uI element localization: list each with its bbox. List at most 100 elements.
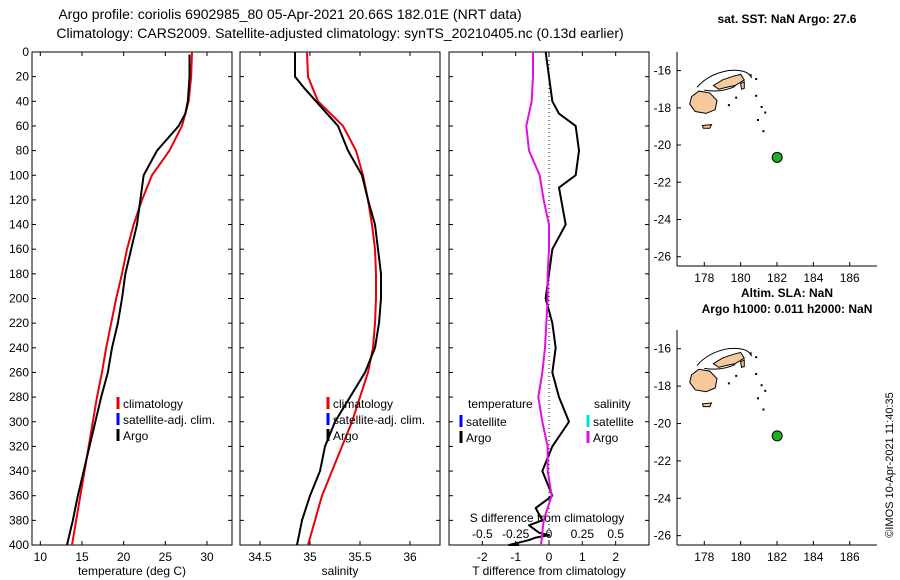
kadavu-island [701,402,713,408]
differences-x-tick-label: 1 [579,550,586,564]
small-island [749,74,752,77]
map_sst-x-tick-label: 182 [767,271,787,285]
small-island [762,408,765,411]
salinity-legend-entry: climatology [333,397,393,411]
temperature-x-tick-label: 30 [200,550,214,564]
salinity-climatology-line [306,51,377,546]
map_sla-y-tick-label: -18 [654,379,672,393]
map_sla-x-tick-label: 184 [803,550,823,564]
legend-salinity-heading: salinity [594,397,631,411]
salinity-x-tick-label: 35 [303,550,317,564]
small-island [755,78,758,81]
map_sla-x-tick-label: 178 [694,550,714,564]
depth-tick-label: 40 [16,94,30,108]
depth-tick-label: 200 [9,292,29,306]
map_sla-x-tick-label: 186 [840,550,860,564]
legend-temperature-heading: temperature [468,397,533,411]
map_sla-y-tick-label: -20 [654,416,672,430]
depth-tick-label: 60 [16,119,30,133]
figure-title-line1: Argo profile: coriolis 6902985_80 05-Apr… [58,6,521,22]
kadavu-island [701,123,713,129]
argo-float-marker [771,151,783,163]
depth-tick-label: 280 [9,390,29,404]
depth-tick-label: 360 [9,489,29,503]
small-island [760,384,763,387]
small-island [735,96,738,99]
map_sst-x-tick-label: 184 [803,271,823,285]
depth-tick-label: 380 [9,513,29,527]
depth-tick-label: 100 [9,168,29,182]
imos-credit: ©IMOS 10-Apr-2021 11:40:35 [884,392,896,537]
depth-tick-label: 120 [9,193,29,207]
temperature-profile-panel: 0 20 40 60 80 100 120 140 160 180 200 220 240 260 280 3… [9,45,233,578]
map_sst-y-tick-label: -16 [654,64,672,78]
map_sla-title: Altim. SLA: NaN [741,286,833,300]
depth-tick-label: 260 [9,365,29,379]
reef-outline [704,85,736,92]
small-island [760,105,763,108]
salinity-argo-line [294,52,382,546]
small-island [757,397,759,400]
map_sst-y-tick-label: -18 [654,101,672,115]
depth-tick-label: 400 [9,538,29,552]
depth-tick-label: 340 [9,464,29,478]
depth-tick-label: 180 [9,267,29,281]
differences-x-tick-label: 2 [612,550,619,564]
map_sst-title: sat. SST: NaN Argo: 27.6 [718,12,857,26]
small-island [755,356,758,359]
small-island [749,352,752,355]
map_sla-y-tick-label: -16 [654,342,672,356]
differences-x-tick-label: 0 [546,550,553,564]
legend-salinity-argo: Argo [593,431,619,445]
map_sst-x-tick-label: 178 [694,271,714,285]
map_sla-x-tick-label: 180 [731,550,751,564]
argo-float-marker [771,430,783,442]
depth-tick-label: 20 [16,70,30,84]
map_sla-subtitle: Argo h1000: 0.011 h2000: NaN [702,302,873,316]
salinity-difference-tick-label: 0.5 [607,527,624,541]
salinity-difference-tick-label: -0.25 [502,527,530,541]
salinity-x-tick-label: 36 [403,550,417,564]
temperature-argo-line [66,54,191,546]
vanua-levu-island [712,351,745,368]
salinity-difference-line [525,52,553,546]
differences-x-axis-label: T difference from climatology [472,564,626,578]
difference-profile-panel: -2 -1 0 1 2T difference from climatology S di… [448,51,650,578]
small-island [727,104,730,107]
fiji-coastline [689,69,767,133]
temperature-legend-entry: climatology [123,397,183,411]
taveuni-island [740,80,745,90]
salinity-x-axis-label: salinity [322,564,359,578]
map_sst-y-tick-label: -22 [654,175,672,189]
vanua-levu-island [712,73,745,90]
small-island [727,382,730,385]
legend-temperature-argo: Argo [466,431,492,445]
small-island [757,118,759,121]
viti-levu-island [689,368,718,393]
salinity-legend-entry: Argo [333,429,359,443]
taveuni-island [740,359,745,369]
map_sst-x-tick-label: 186 [840,271,860,285]
depth-tick-label: 240 [9,341,29,355]
viti-levu-island [689,90,718,114]
reef-outline [696,347,753,366]
depth-tick-label: 160 [9,242,29,256]
map_sst-y-tick-label: -20 [654,138,672,152]
temperature-x-tick-label: 10 [34,550,48,564]
map_sla-y-tick-label: -24 [654,491,672,505]
small-island [764,111,767,114]
temperature-legend-entry: Argo [123,429,149,443]
salinity-difference-tick-label: 0.25 [571,527,595,541]
differences-x-tick-label: -1 [510,550,521,564]
salinity-frame [239,51,441,546]
temperature-x-tick-label: 20 [117,550,131,564]
small-island [755,373,758,375]
map_sst-y-tick-label: -24 [654,212,672,226]
temperature-legend-entry: satellite-adj. clim. [123,413,215,427]
temperature-x-axis-label: temperature (deg C) [78,564,186,578]
depth-tick-label: 140 [9,218,29,232]
fiji-coastline [689,347,767,411]
differences-frame [448,51,650,546]
legend-salinity-satellite: satellite [593,415,634,429]
small-island [764,389,767,392]
